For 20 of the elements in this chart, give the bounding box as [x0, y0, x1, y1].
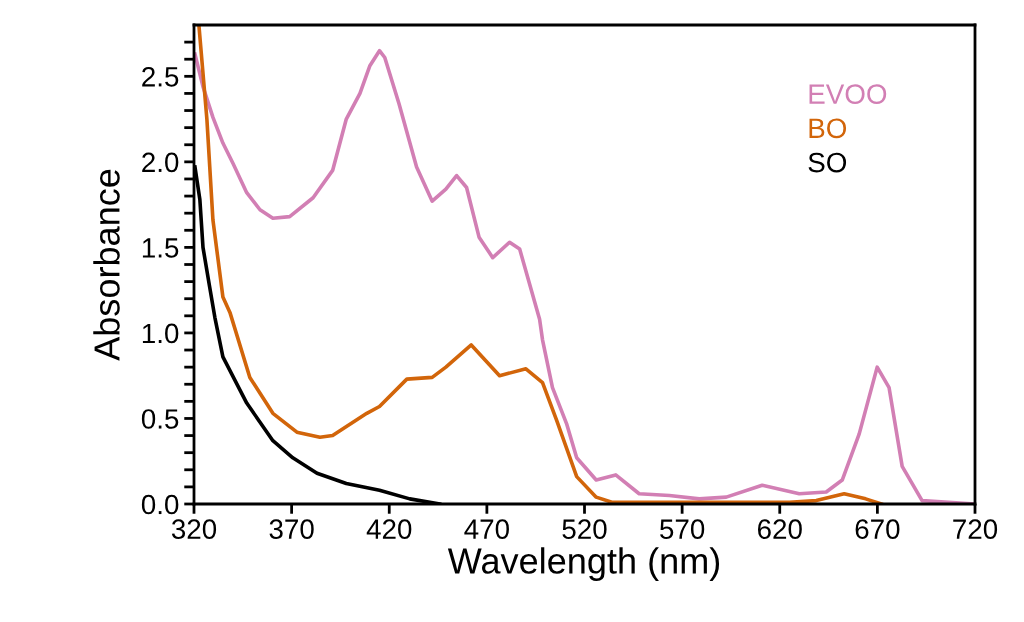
x-tick-label: 370: [269, 519, 314, 539]
y-tick-label: 0.0: [141, 494, 179, 515]
x-tick-label: 620: [757, 519, 802, 539]
y-axis-title: Absorbance: [93, 169, 120, 361]
text: BO: [809, 118, 847, 139]
y-tick-label: 2.0: [142, 152, 179, 173]
y-tick-label: 1.5: [142, 238, 179, 258]
y-tick-label: 1.0: [142, 323, 179, 344]
text: SO: [808, 152, 847, 173]
x-tick-label: 520: [562, 519, 607, 539]
x-tick-label: 720: [953, 519, 998, 539]
x-tick-label: 670: [855, 519, 900, 539]
x-tick-label: 420: [366, 519, 412, 539]
y-tick-label: 2.5: [142, 66, 179, 87]
x-tick-label: 320: [171, 519, 217, 539]
x-tick-label: 570: [660, 519, 705, 539]
text: EVOO: [809, 84, 887, 104]
x-tick-label: 470: [464, 519, 509, 539]
y-tick-label: 0.5: [141, 409, 179, 429]
x-axis-title: Wavelength (nm): [447, 547, 720, 581]
